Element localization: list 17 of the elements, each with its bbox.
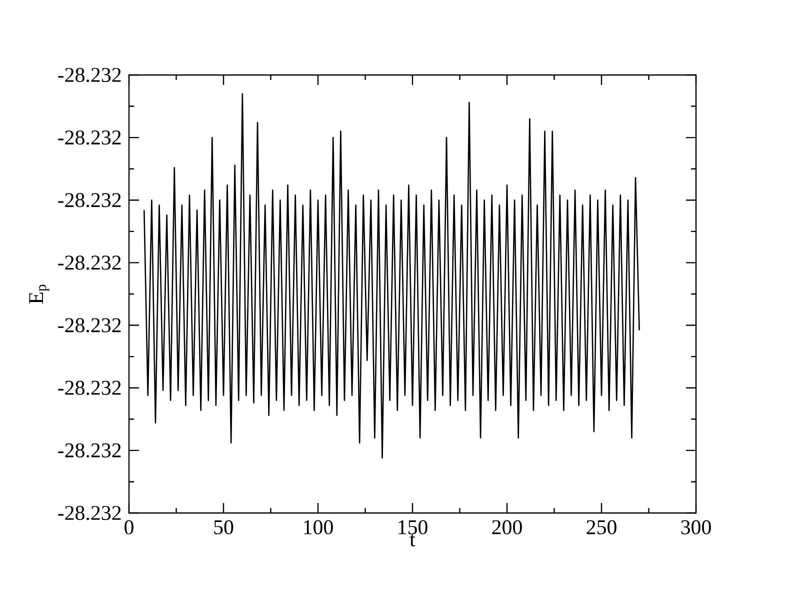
x-tick-label: 250 — [586, 520, 616, 534]
x-tick-label: 0 — [124, 520, 134, 534]
y-tick-label: -28.232 — [58, 506, 121, 520]
x-tick-label: 300 — [681, 520, 711, 534]
x-tick-label: 200 — [492, 520, 522, 534]
y-axis-title: E$_{p}$ — [29, 284, 50, 304]
y-tick-label: -28.232 — [58, 256, 121, 270]
y-tick-label: -28.232 — [58, 380, 121, 395]
y-tick-label: -28.232 — [58, 68, 121, 82]
x-tick-label: 150 — [398, 520, 428, 534]
x-tick-label: 100 — [304, 520, 333, 534]
y-tick-label: -28.232 — [58, 443, 121, 458]
y-tick-label: -28.232 — [58, 318, 121, 332]
x-tick-label: 50 — [214, 520, 234, 534]
y-tick-label: -28.232 — [58, 193, 121, 208]
y-tick-label: -28.232 — [58, 130, 121, 145]
x-axis-title: t — [410, 534, 416, 546]
